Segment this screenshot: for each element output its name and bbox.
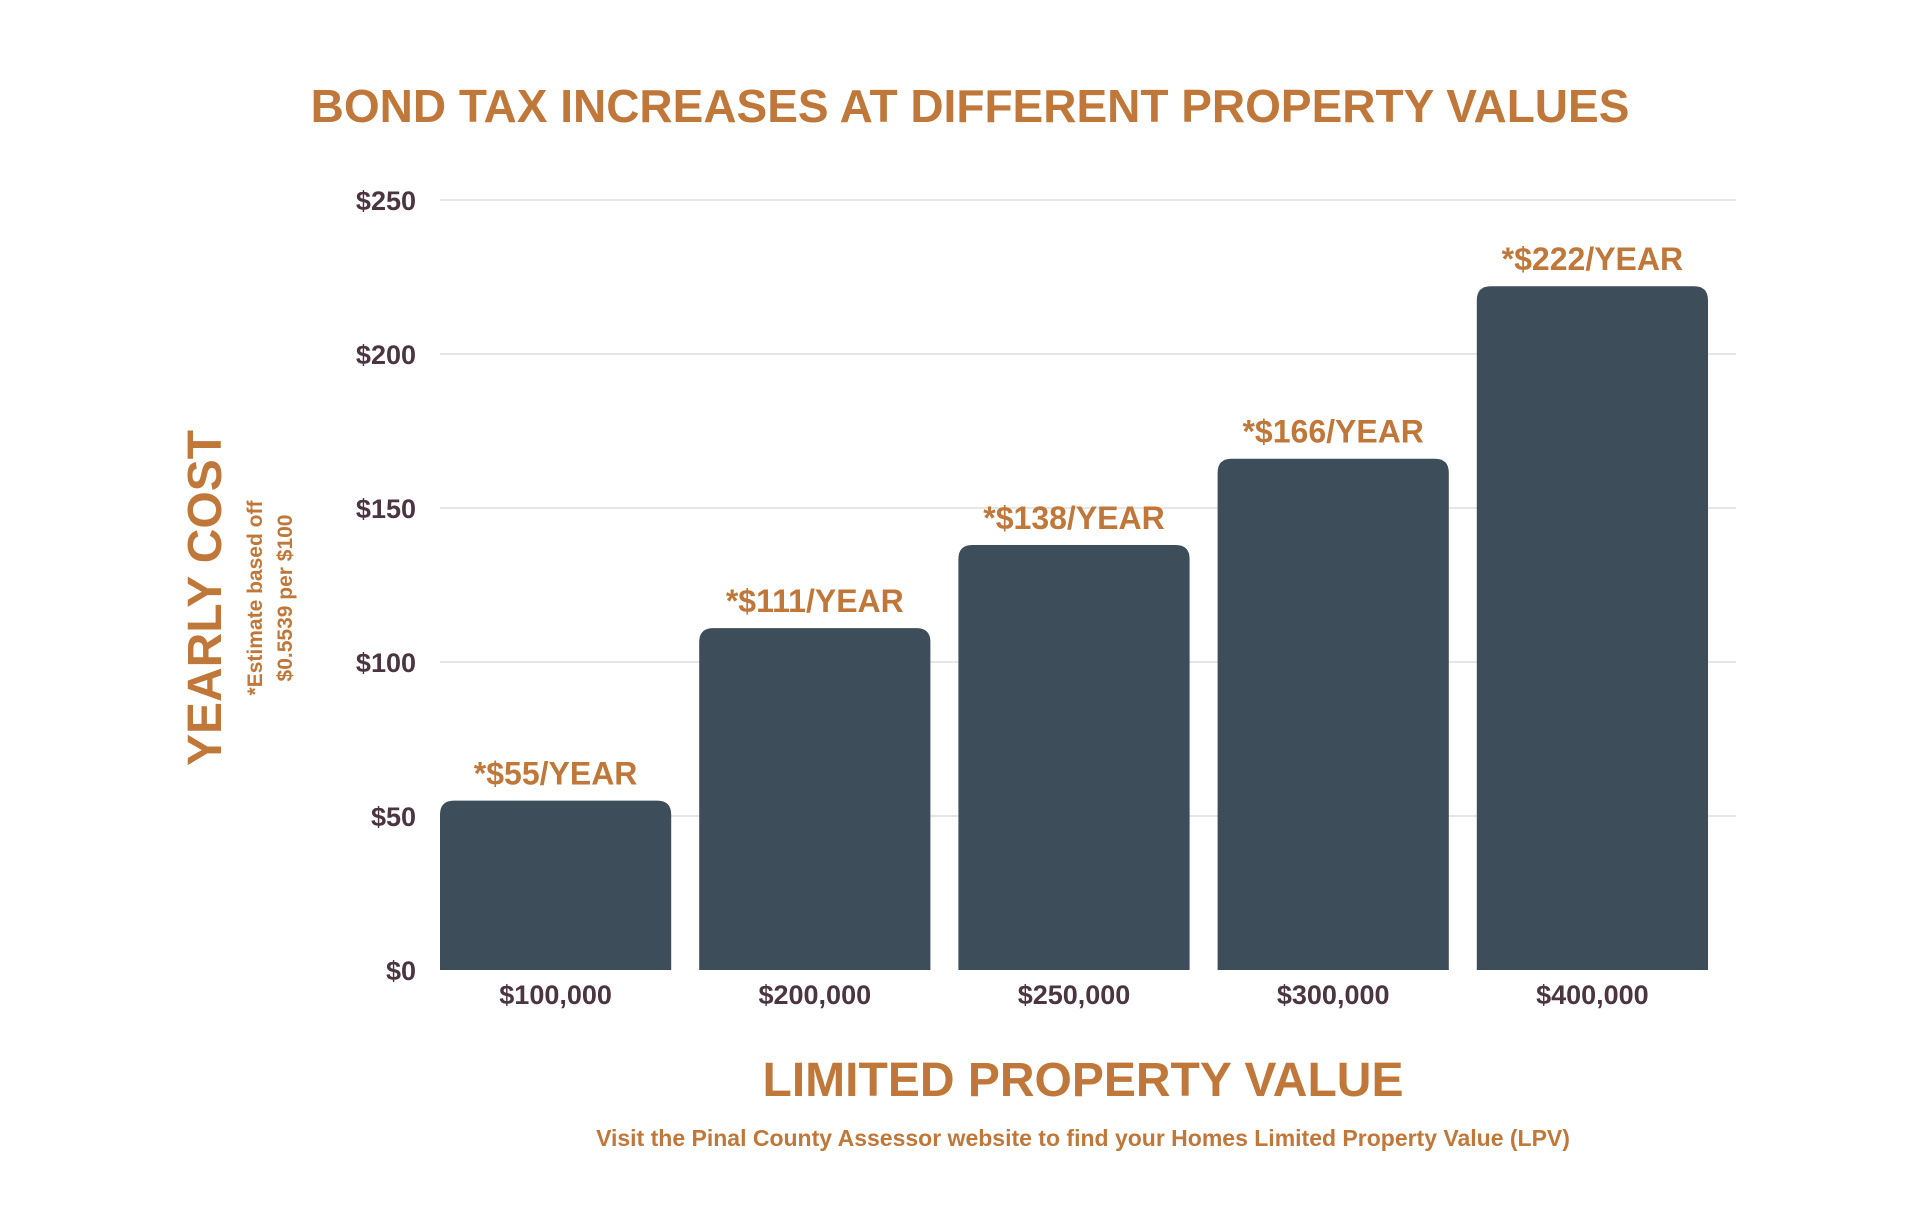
data-label-3: *$138/YEAR [983, 500, 1164, 536]
y-axis-ticks: $0 $50 $100 $150 $200 $250 [356, 186, 416, 986]
y-tick-label: $200 [356, 340, 416, 370]
data-label-4: *$166/YEAR [1242, 414, 1423, 450]
bar-5 [1476, 286, 1708, 970]
x-tick-label-2: $200,000 [758, 980, 871, 1010]
data-labels: *$55/YEAR *$111/YEAR *$138/YEAR *$166/YEAR *… [474, 241, 1683, 791]
data-label-5: *$222/YEAR [1502, 241, 1683, 277]
bar-2 [699, 628, 931, 970]
y-tick-label: $250 [356, 186, 416, 216]
bar-4 [1217, 458, 1449, 970]
x-tick-label-5: $400,000 [1536, 980, 1649, 1010]
y-axis-note-line-1: *Estimate based off [244, 500, 267, 696]
y-tick-label: $100 [356, 648, 416, 678]
y-tick-label: $0 [386, 956, 416, 986]
y-axis-label: YEARLY COST [179, 430, 232, 766]
y-tick-label: $50 [371, 802, 416, 832]
footnote: Visit the Pinal County Assessor website … [596, 1125, 1570, 1151]
x-axis-ticks: $100,000 $200,000 $250,000 $300,000 $400,000 [499, 980, 1648, 1010]
data-label-2: *$111/YEAR [726, 583, 904, 619]
x-tick-label-1: $100,000 [499, 980, 612, 1010]
bar-3 [958, 544, 1190, 970]
bars [440, 286, 1708, 970]
x-tick-label-4: $300,000 [1277, 980, 1390, 1010]
y-axis-note-line-2: $0.5539 per $100 [274, 515, 297, 682]
bar-1 [440, 800, 672, 970]
x-axis-label: LIMITED PROPERTY VALUE [763, 1054, 1404, 1107]
x-tick-label-3: $250,000 [1018, 980, 1131, 1010]
chart-title: BOND TAX INCREASES AT DIFFERENT PROPERTY… [311, 80, 1630, 132]
y-tick-label: $150 [356, 494, 416, 524]
data-label-1: *$55/YEAR [474, 756, 638, 792]
